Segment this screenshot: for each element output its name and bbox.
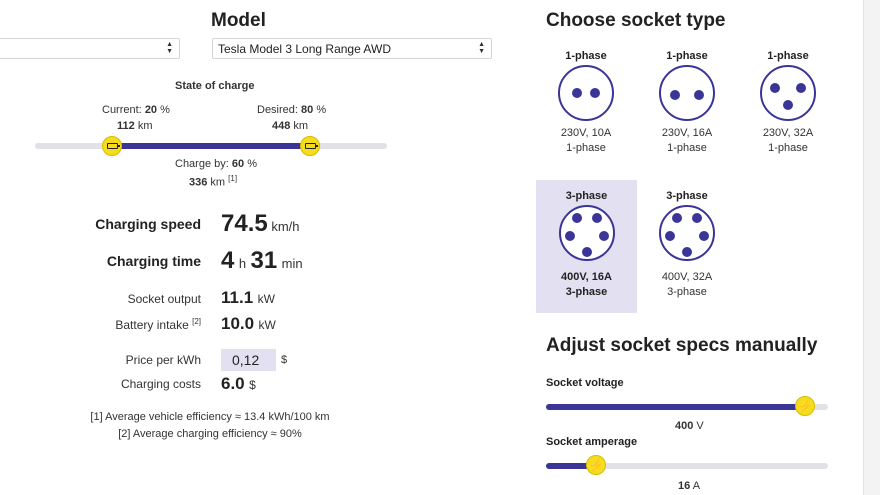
battery-icon <box>106 143 120 149</box>
amperage-slider-fill <box>546 463 596 469</box>
soc-slider-range <box>112 143 310 149</box>
current-range: 112 km <box>117 120 153 132</box>
scrollbar[interactable] <box>863 0 880 495</box>
charge-by: Charge by: 60 % <box>175 158 257 170</box>
battery-intake-value: 10.0 kW <box>221 314 276 333</box>
charging-speed-value: 74.5 km/h <box>221 210 300 237</box>
price-label: Price per kWh <box>125 353 201 367</box>
socket-amperage-label: Socket amperage <box>546 436 638 448</box>
voltage-slider-fill <box>546 404 805 410</box>
soc-title: State of charge <box>175 80 255 92</box>
model-select-value: Tesla Model 3 Long Range AWD <box>218 42 391 56</box>
socket-option-400v-32a[interactable]: 3-phase 400V, 32A 3-phase <box>637 180 737 313</box>
current-charge: Current: 20 % <box>102 104 170 116</box>
charge-by-range: 336 km [1] <box>189 174 238 189</box>
amperage-slider-track[interactable] <box>546 463 828 469</box>
amperage-value: 16 A <box>678 480 701 492</box>
socket-option-230v-16a[interactable]: 1-phase 230V, 16A 1-phase <box>637 45 737 173</box>
select-arrows-icon: ▲ ▼ <box>478 41 485 55</box>
socket-option-230v-10a[interactable]: 1-phase 230V, 10A 1-phase <box>536 45 636 173</box>
socket-option-400v-16a[interactable]: 3-phase 400V, 16A 3-phase <box>536 180 637 313</box>
socket-voltage-label: Socket voltage <box>546 377 624 389</box>
select-arrows-icon: ▲ ▼ <box>166 41 173 55</box>
price-unit: $ <box>281 354 288 366</box>
desired-charge-handle[interactable] <box>300 136 320 156</box>
desired-charge: Desired: 80 % <box>257 104 327 116</box>
socket-3pin-icon <box>760 65 816 121</box>
charging-speed-label: Charging speed <box>95 216 201 232</box>
footnote-1: [1] Average vehicle efficiency ≈ 13.4 kW… <box>90 411 330 423</box>
price-input[interactable]: 0,12 <box>221 349 276 371</box>
current-charge-handle[interactable] <box>102 136 122 156</box>
socket-5pin-icon <box>558 205 615 261</box>
model-heading: Model <box>211 10 266 31</box>
battery-intake-label: Battery intake [2] <box>115 317 201 332</box>
socket-option-230v-32a[interactable]: 1-phase 230V, 32A 1-phase <box>738 45 838 173</box>
socket-type-heading: Choose socket type <box>546 10 726 31</box>
bolt-icon: ⚡ <box>588 458 604 472</box>
charging-costs-label: Charging costs <box>120 377 201 391</box>
voltage-slider-handle[interactable]: ⚡ <box>795 396 815 416</box>
socket-2pin-icon <box>558 65 614 121</box>
socket-5pin-icon <box>659 205 715 261</box>
battery-icon <box>304 143 318 149</box>
bolt-icon: ⚡ <box>797 399 813 413</box>
desired-range: 448 km <box>272 120 309 132</box>
model-select[interactable]: Tesla Model 3 Long Range AWD ▲ ▼ <box>212 38 492 59</box>
footnote-2: [2] Average charging efficiency ≈ 90% <box>118 428 302 440</box>
charging-time-label: Charging time <box>106 253 201 269</box>
socket-output-label: Socket output <box>127 292 201 306</box>
socket-output-value: 11.1 kW <box>221 288 275 307</box>
manual-specs-heading: Adjust socket specs manually <box>546 335 818 356</box>
socket-2pin-icon <box>659 65 715 121</box>
amperage-slider-handle[interactable]: ⚡ <box>586 455 606 475</box>
charging-time-value: 4 h 31 min <box>221 247 303 274</box>
charging-costs-value: 6.0 $ <box>221 374 256 393</box>
make-select[interactable]: ▲ ▼ <box>0 38 180 59</box>
voltage-value: 400 V <box>675 420 704 432</box>
